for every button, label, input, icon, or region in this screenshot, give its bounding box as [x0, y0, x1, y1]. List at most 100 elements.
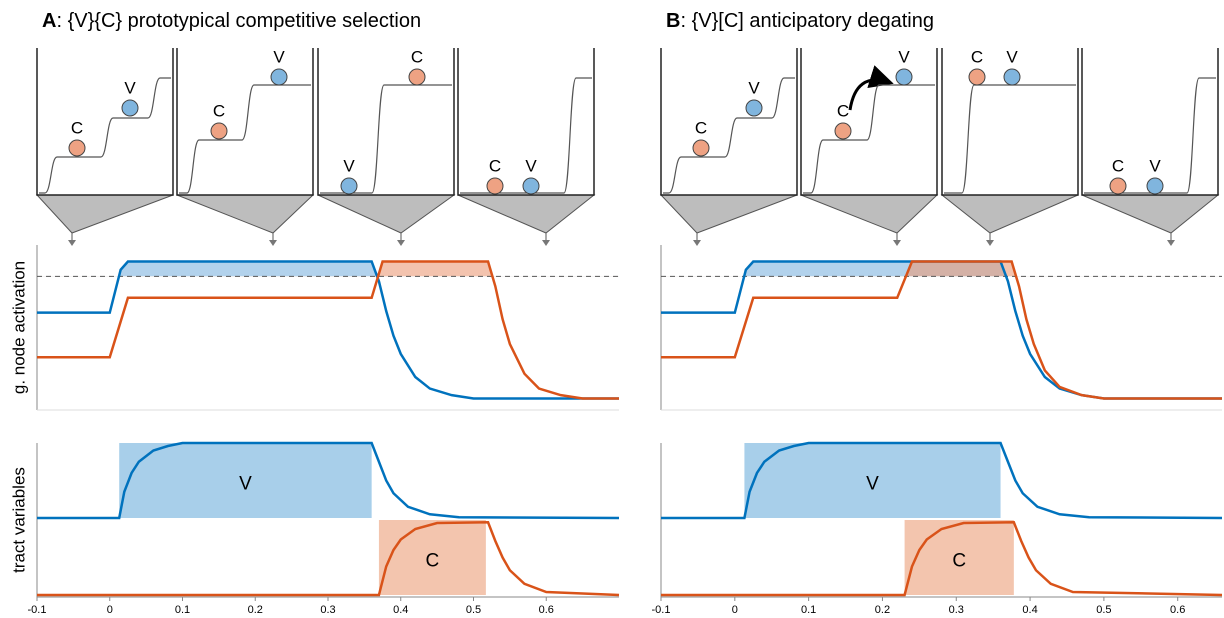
node-label: V: [1149, 156, 1161, 175]
node-label: V: [1006, 47, 1018, 66]
gesture-node: [692, 139, 710, 157]
above-threshold-area: [378, 261, 493, 277]
gesture-interval: [119, 443, 372, 518]
tract-line: [37, 520, 620, 597]
node-label: C: [971, 47, 983, 66]
time-marker: [893, 240, 901, 246]
step-curve: [803, 84, 935, 194]
node-label: C: [71, 118, 83, 137]
step-curve: [320, 84, 452, 194]
node-label: C: [489, 156, 501, 175]
tract-line: [661, 520, 1223, 597]
time-marker: [1167, 240, 1175, 246]
gesture-node: [408, 68, 426, 86]
gesture-node: [522, 177, 540, 195]
diagram-box: [660, 48, 798, 196]
x-tick-label: 0.4: [393, 604, 408, 616]
x-tick-label: 0.5: [1096, 604, 1111, 616]
tract-label: V: [866, 474, 879, 495]
above-threshold-area: [744, 261, 1007, 277]
x-tick-label: 0: [732, 604, 738, 616]
funnel: [176, 194, 315, 234]
panel-title: B: {V}[C] anticipatory degating: [666, 10, 934, 32]
node-label: V: [748, 78, 760, 97]
above-threshold-area: [905, 261, 1017, 277]
y-axis-label: tract variables: [9, 467, 28, 573]
step-curve: [179, 84, 311, 194]
x-tick-label: 0.2: [248, 604, 263, 616]
gesture-node: [1146, 177, 1164, 195]
time-marker: [542, 240, 550, 246]
gesture-node: [68, 139, 86, 157]
tract-line: [661, 441, 1223, 520]
gesture-node: [1109, 177, 1127, 195]
title-text: : {V}{C} prototypical competitive select…: [56, 10, 421, 32]
funnel: [659, 194, 798, 234]
tract-line: [37, 441, 620, 520]
node-label: C: [695, 118, 707, 137]
funnel: [457, 194, 596, 234]
y-axis-label: g. node activation: [9, 261, 28, 394]
x-tick-label: 0.2: [875, 604, 890, 616]
funnel: [35, 194, 174, 234]
x-tick-label: -0.1: [28, 604, 47, 616]
activation-line: [661, 260, 1222, 400]
arrow: [848, 65, 894, 111]
gesture-interval: [378, 520, 486, 595]
step-curve: [460, 77, 592, 194]
time-marker: [269, 240, 277, 246]
diagram-box: [317, 48, 455, 196]
gesture-node: [834, 122, 852, 140]
step-curve: [663, 77, 795, 194]
gesture-node: [121, 99, 139, 117]
x-tick-label: -0.1: [652, 604, 671, 616]
node-label: V: [273, 47, 285, 66]
gesture-interval: [904, 520, 1014, 595]
diagram-box: [800, 48, 938, 196]
time-marker: [397, 240, 405, 246]
node-label: C: [411, 47, 423, 66]
gesture-interval: [744, 443, 1001, 518]
time-marker: [986, 240, 994, 246]
x-tick-label: 0: [107, 604, 113, 616]
node-label: V: [898, 47, 910, 66]
time-marker: [693, 240, 701, 246]
diagram-box: [941, 48, 1079, 196]
gesture-node: [340, 177, 358, 195]
step-curve: [944, 84, 1076, 194]
above-threshold-area: [118, 261, 378, 277]
x-tick-label: 0.1: [175, 604, 190, 616]
node-label: V: [343, 156, 355, 175]
x-tick-label: 0.6: [1170, 604, 1185, 616]
gesture-node: [968, 68, 986, 86]
x-tick-label: 0.6: [539, 604, 554, 616]
x-tick-label: 0.3: [320, 604, 335, 616]
diagram-box: [1081, 48, 1219, 196]
tract-label: V: [239, 474, 252, 495]
gesture-node: [745, 99, 763, 117]
panel-title: A: {V}{C} prototypical competitive selec…: [42, 10, 421, 32]
funnel: [940, 194, 1079, 234]
diagram-box: [176, 48, 314, 196]
x-tick-label: 0.5: [466, 604, 481, 616]
x-tick-label: 0.3: [949, 604, 964, 616]
x-tick-label: 0.4: [1022, 604, 1037, 616]
gesture-node: [895, 68, 913, 86]
diagram-box: [36, 48, 174, 196]
funnel: [1081, 194, 1220, 234]
gesture-node: [210, 122, 228, 140]
activation-line: [661, 260, 1222, 400]
tract-label: C: [952, 551, 966, 572]
step-curve: [39, 77, 171, 194]
tract-label: C: [426, 551, 440, 572]
title-text: : {V}[C] anticipatory degating: [680, 10, 934, 32]
diagram-box: [457, 48, 595, 196]
gesture-node: [1003, 68, 1021, 86]
panel-label: B: [666, 10, 680, 32]
node-label: V: [124, 78, 136, 97]
node-label: C: [1112, 156, 1124, 175]
node-label: V: [525, 156, 537, 175]
funnel: [317, 194, 456, 234]
gesture-node: [486, 177, 504, 195]
